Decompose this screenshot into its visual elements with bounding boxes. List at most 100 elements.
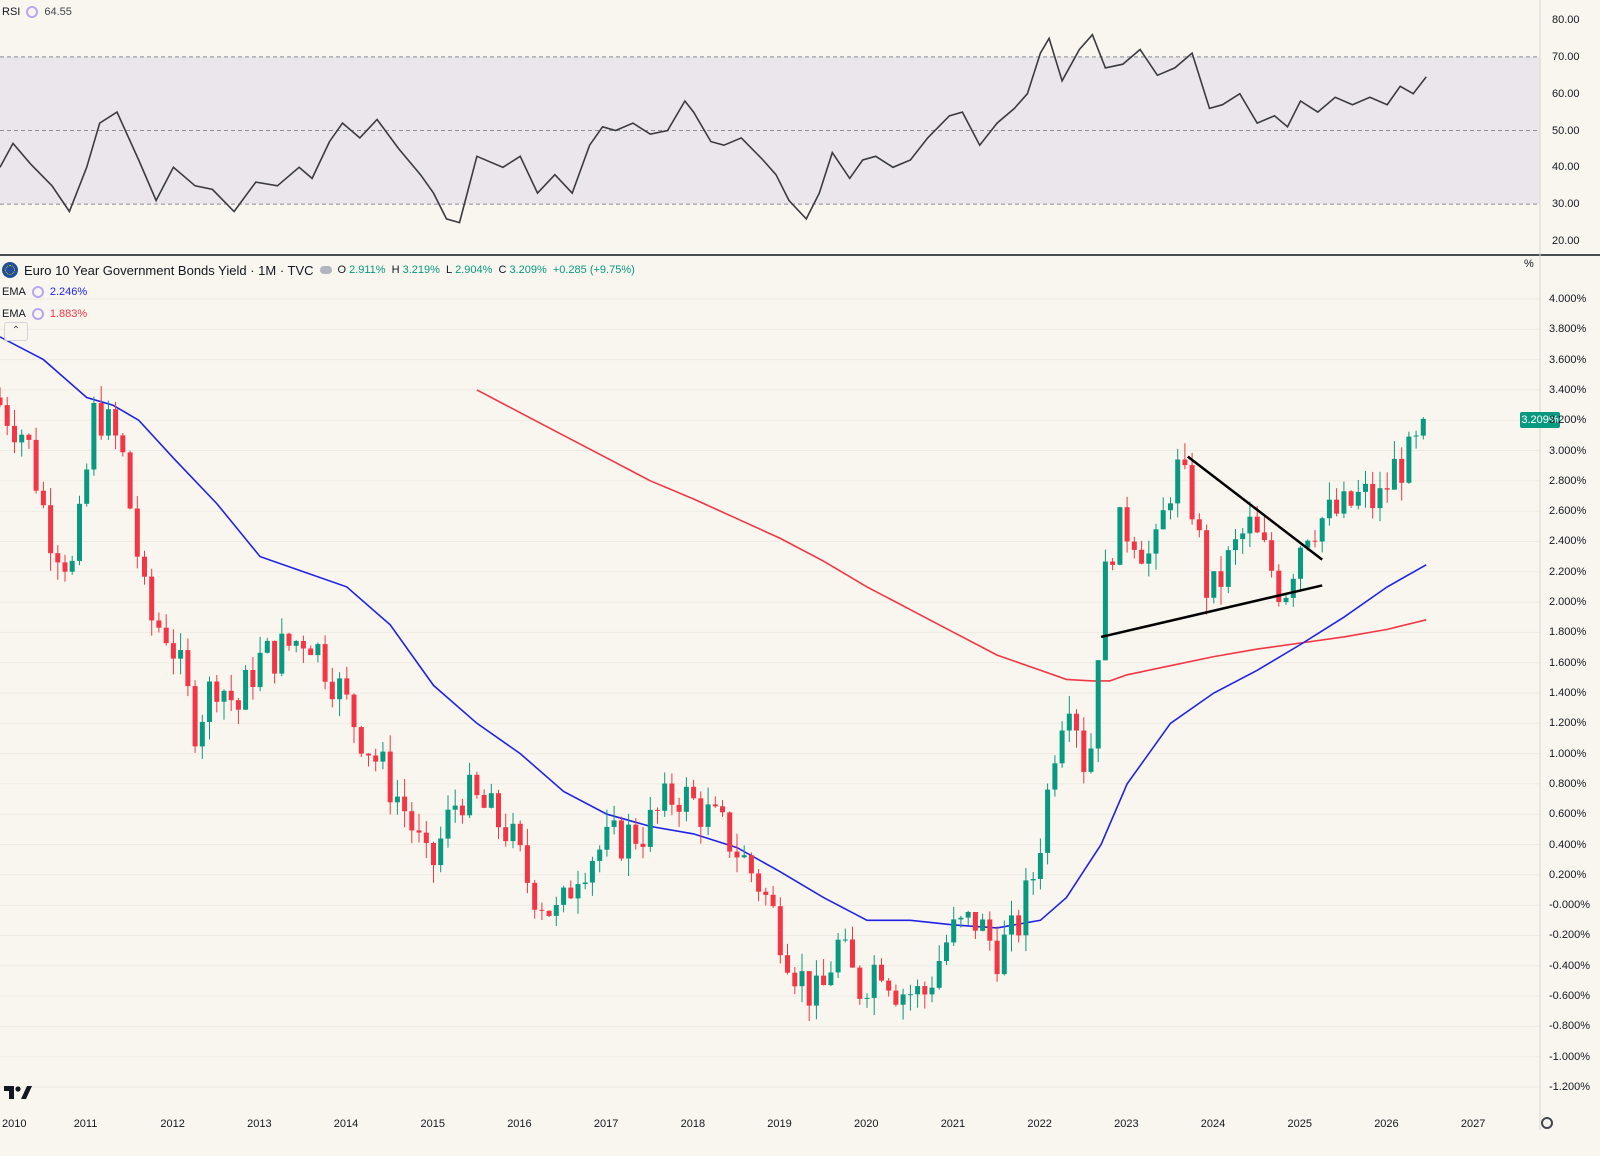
candle-body <box>496 793 501 828</box>
candle-body <box>279 633 285 674</box>
candle-body <box>1037 853 1043 879</box>
candle-body <box>510 823 516 842</box>
symbol-title[interactable]: Euro 10 Year Government Bonds Yield · 1M… <box>24 262 314 278</box>
candle-body <box>770 894 776 907</box>
candle-body <box>1030 879 1036 881</box>
candle-body <box>828 972 834 986</box>
candle-body <box>1391 458 1397 490</box>
refresh-icon[interactable] <box>26 6 39 18</box>
candle-body <box>1305 540 1311 548</box>
candle-body <box>98 403 104 436</box>
candle-body <box>972 912 978 931</box>
candle-body <box>640 843 646 847</box>
visibility-icon[interactable] <box>319 266 332 274</box>
candle-body <box>1124 507 1130 542</box>
candle-body <box>84 469 90 504</box>
candle-body <box>951 919 957 943</box>
open-value: 2.911% <box>349 264 386 276</box>
candle-body <box>1066 713 1072 731</box>
candle-body <box>720 806 725 813</box>
candle-body <box>1290 578 1296 598</box>
candle-body <box>929 987 935 995</box>
price-tick-label: 3.200% <box>1549 414 1587 427</box>
price-tick-label: -1.000% <box>1549 1050 1590 1063</box>
time-tick-label: 2027 <box>1460 1118 1486 1130</box>
time-tick-label: 2014 <box>333 1118 359 1130</box>
refresh-icon[interactable] <box>31 308 44 320</box>
candle-body <box>1355 491 1361 506</box>
candle-body <box>1254 516 1260 533</box>
candle-body <box>199 722 205 747</box>
scale-unit-label[interactable]: % <box>1524 258 1534 270</box>
ema-fast-label[interactable]: EMA <box>2 286 26 298</box>
collapse-legend-button[interactable]: ⌃ <box>4 322 28 341</box>
candle-body <box>1218 571 1224 587</box>
candle-body <box>799 971 805 987</box>
candle-body <box>1384 488 1390 490</box>
candle-body <box>1074 713 1079 731</box>
candle-body <box>105 409 111 436</box>
candle-body <box>1168 503 1173 511</box>
main-grid <box>0 298 1540 1088</box>
candle-body <box>250 670 256 687</box>
rsi-tick-label: 60.00 <box>1552 87 1580 100</box>
candle-body <box>915 986 921 995</box>
candle-body <box>77 503 82 561</box>
gear-icon[interactable] <box>1541 1117 1553 1129</box>
ema-slow-label[interactable]: EMA <box>2 308 26 320</box>
time-tick-label: 2018 <box>680 1118 706 1130</box>
candle-body <box>1269 540 1275 571</box>
refresh-icon[interactable] <box>31 286 44 298</box>
candle-body <box>257 652 263 688</box>
candle-body <box>662 783 668 811</box>
ema-slow-legend: EMA 1.883% <box>2 308 87 320</box>
candle-body <box>344 678 350 695</box>
candle-body <box>322 644 328 682</box>
candle-body <box>1377 488 1383 509</box>
candle-body <box>1016 915 1022 936</box>
candle-body <box>1001 934 1007 975</box>
candle-body <box>1420 418 1426 436</box>
time-tick-label: 2023 <box>1114 1118 1139 1130</box>
low-label: L <box>445 264 453 276</box>
candle-body <box>676 804 682 812</box>
ema-slow-value: 1.883% <box>49 308 88 320</box>
price-tick-label: -0.000% <box>1549 899 1590 912</box>
candle-body <box>575 884 581 899</box>
candle-body <box>517 823 523 846</box>
time-tick-label: 2011 <box>73 1118 98 1130</box>
candle-body <box>185 650 191 687</box>
high-label: H <box>391 264 400 276</box>
candle-body <box>748 855 754 874</box>
time-tick-label: 2022 <box>1027 1118 1052 1130</box>
candle-body <box>994 940 1000 975</box>
candle-body <box>597 849 603 861</box>
candle-body <box>813 975 819 1006</box>
candle-body <box>633 824 639 844</box>
candle-body <box>1088 748 1094 772</box>
candle-body <box>300 641 306 649</box>
candle-body <box>264 640 270 653</box>
candle-body <box>806 971 812 1006</box>
tradingview-logo-icon[interactable] <box>4 1083 32 1101</box>
candle-body <box>712 804 718 807</box>
candle-body <box>380 751 386 762</box>
rsi-name[interactable]: RSI <box>2 6 21 18</box>
candle-body <box>1175 459 1181 504</box>
time-tick-label: 2013 <box>247 1118 272 1130</box>
candle-body <box>329 681 335 700</box>
price-tick-label: 0.600% <box>1549 808 1587 821</box>
candle-body <box>113 409 119 436</box>
rsi-line <box>0 33 1427 224</box>
candle-body <box>900 994 906 1005</box>
candle-body <box>192 686 198 747</box>
candle-body <box>149 576 155 621</box>
candle-body <box>965 912 971 918</box>
candle-body <box>488 793 494 808</box>
candle-body <box>293 641 299 646</box>
candle-body <box>857 967 863 999</box>
candle-body <box>33 439 39 491</box>
candle-body <box>553 905 559 916</box>
candle-body <box>1160 510 1166 530</box>
